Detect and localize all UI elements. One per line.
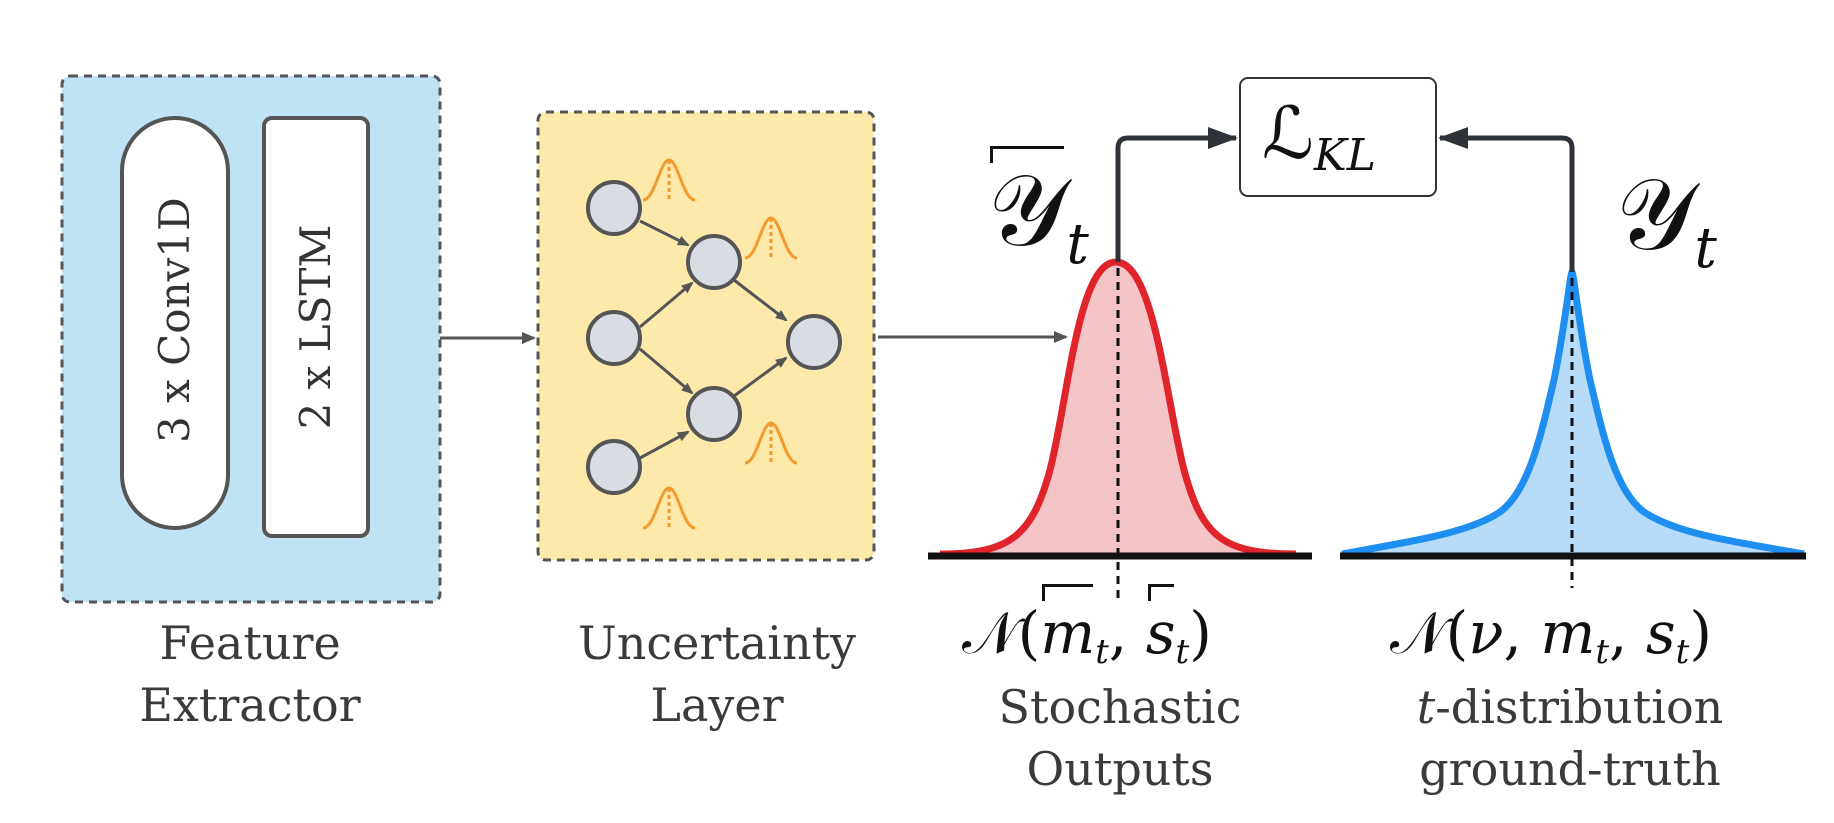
kl-loss-label: ℒKL bbox=[1262, 88, 1376, 189]
uncertainty-layer-caption: Uncertainty Layer bbox=[552, 612, 882, 736]
caption-line: Outputs bbox=[1026, 742, 1214, 796]
network-edges bbox=[639, 219, 788, 460]
node-3 bbox=[586, 310, 642, 366]
prediction-letter: 𝒴 bbox=[988, 152, 1067, 269]
scale-letter: s bbox=[1645, 599, 1676, 667]
edge-n3-n2 bbox=[639, 281, 694, 329]
lstm-label: 2 x LSTM bbox=[291, 224, 340, 430]
ground-truth-t-curve bbox=[1341, 268, 1805, 558]
scale-hat: s bbox=[1146, 588, 1176, 678]
node-6 bbox=[786, 314, 842, 370]
comma: , bbox=[1503, 599, 1541, 667]
bell-icon bbox=[642, 158, 696, 202]
loss-symbol: ℒ bbox=[1262, 91, 1314, 175]
mean-subscript: t bbox=[1095, 632, 1109, 672]
paren-open: ( bbox=[1445, 599, 1469, 667]
prediction-hat: 𝒴 bbox=[988, 150, 1066, 266]
caption-line: Uncertainty bbox=[577, 616, 857, 670]
bell-icon bbox=[744, 421, 798, 465]
nu-letter: ν bbox=[1468, 599, 1504, 667]
paren-close: ) bbox=[1189, 599, 1212, 667]
normal-symbol: 𝒩 bbox=[1390, 599, 1446, 667]
node-4 bbox=[686, 386, 742, 442]
conv1d-block bbox=[120, 116, 230, 530]
feature-extractor-box bbox=[60, 74, 442, 604]
network-nodes bbox=[586, 180, 842, 495]
node-1 bbox=[586, 180, 642, 236]
ground-truth-distribution-label: 𝒩(ν, mt, st) bbox=[1390, 588, 1712, 687]
prediction-symbol: 𝒴 t bbox=[988, 150, 1089, 282]
paren-close: ) bbox=[1689, 599, 1712, 667]
edge-n5-n4 bbox=[639, 430, 690, 460]
ground-truth-symbol: 𝒴t bbox=[1616, 160, 1717, 286]
caption-line: Layer bbox=[650, 678, 784, 732]
caption-line: t-distribution bbox=[1350, 676, 1790, 738]
edge-n1-n2 bbox=[639, 219, 690, 247]
caption-line: Feature bbox=[159, 616, 341, 670]
loss-subscript: KL bbox=[1313, 130, 1376, 181]
caption-italic-t: t bbox=[1416, 680, 1436, 734]
conv1d-label: 3 x Conv1D bbox=[150, 197, 199, 443]
caption-rest: -distribution bbox=[1435, 680, 1724, 734]
prediction-distribution-label: 𝒩(mt, st) bbox=[962, 588, 1212, 687]
node-5 bbox=[586, 439, 642, 495]
edge-n2-n6 bbox=[733, 278, 788, 322]
ground-truth-subscript: t bbox=[1694, 216, 1717, 281]
paren-open: ( bbox=[1017, 599, 1041, 667]
ground-truth-letter: 𝒴 bbox=[1616, 156, 1695, 273]
lstm-block bbox=[262, 116, 370, 538]
arrow-truth-to-kl bbox=[1438, 127, 1575, 272]
edge-n3-n4 bbox=[639, 347, 694, 395]
scale-subscript: t bbox=[1175, 632, 1190, 672]
stochastic-outputs-caption: Stochastic Outputs bbox=[960, 676, 1280, 800]
feature-extractor-caption: Feature Extractor bbox=[100, 612, 400, 736]
caption-line: Extractor bbox=[139, 678, 361, 732]
mean-letter: m bbox=[1040, 599, 1096, 667]
prediction-subscript: t bbox=[1066, 212, 1089, 277]
scale-letter: s bbox=[1145, 599, 1176, 667]
bell-icon bbox=[642, 486, 696, 530]
bell-icon bbox=[744, 216, 798, 260]
mean-subscript: t bbox=[1595, 632, 1610, 672]
weight-distribution-icons bbox=[642, 158, 798, 530]
edge-n4-n6 bbox=[733, 356, 788, 398]
comma: , bbox=[1108, 599, 1146, 667]
caption-line: Stochastic bbox=[998, 680, 1242, 734]
mean-letter: m bbox=[1540, 599, 1596, 667]
caption-line: ground-truth bbox=[1419, 742, 1721, 796]
node-2 bbox=[686, 234, 742, 290]
normal-symbol: 𝒩 bbox=[962, 599, 1018, 667]
ground-truth-caption: t-distribution ground-truth bbox=[1350, 676, 1790, 800]
mean-hat: m bbox=[1040, 588, 1095, 678]
kl-loss-box bbox=[1239, 77, 1437, 197]
scale-subscript: t bbox=[1675, 632, 1690, 672]
arrow-pred-to-kl bbox=[1115, 127, 1238, 262]
comma: , bbox=[1609, 599, 1646, 667]
